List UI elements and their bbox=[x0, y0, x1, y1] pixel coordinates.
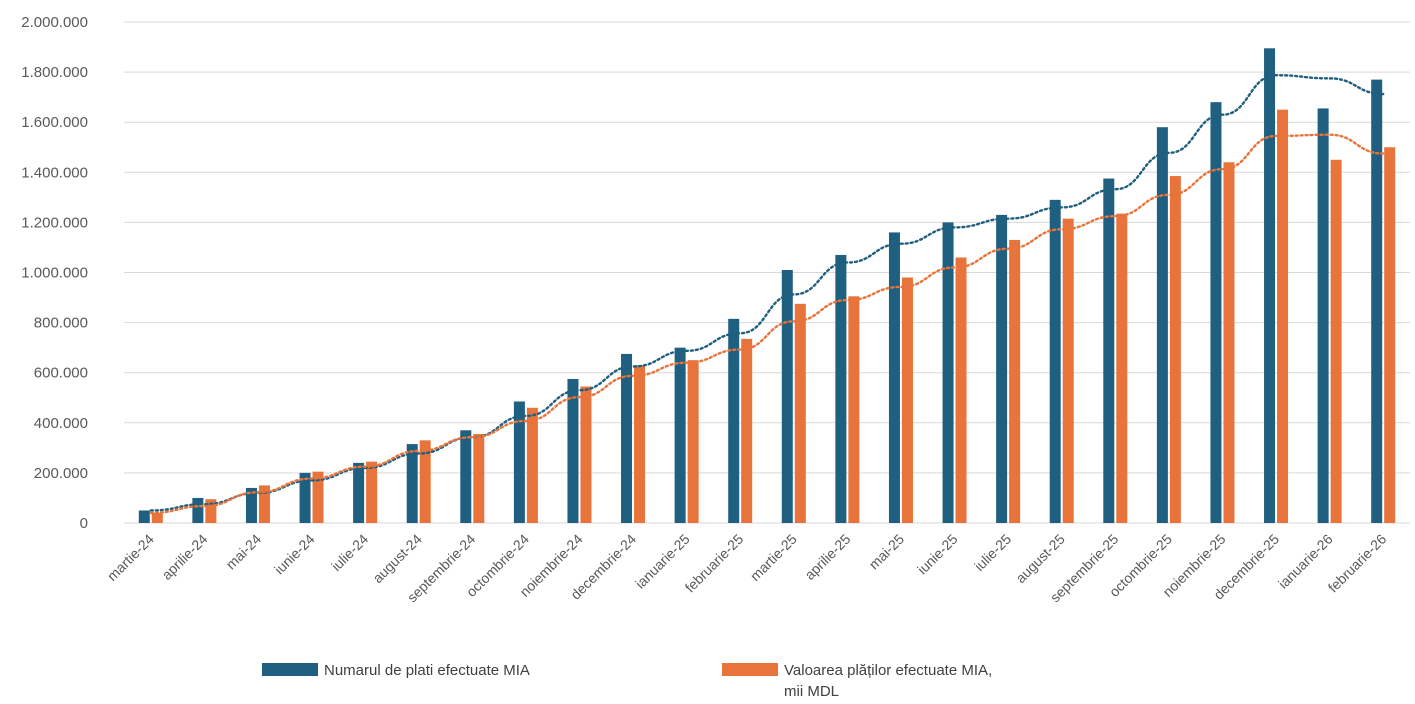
bar-numarul bbox=[299, 472, 311, 523]
bar-numarul bbox=[1264, 48, 1276, 524]
x-tick-label: iunie-24 bbox=[271, 531, 318, 578]
bar-numarul bbox=[1317, 108, 1329, 524]
bar-valoarea bbox=[687, 360, 699, 523]
x-tick-label: aprilie-25 bbox=[801, 531, 853, 583]
bar-valoarea bbox=[955, 257, 967, 523]
bar-numarul bbox=[1371, 79, 1383, 524]
bar-valoarea bbox=[258, 485, 270, 523]
bar-valoarea bbox=[580, 386, 592, 523]
bar-numarul bbox=[513, 401, 525, 523]
bar-valoarea bbox=[741, 338, 753, 523]
y-tick-label: 0 bbox=[80, 515, 88, 532]
bar-valoarea bbox=[205, 499, 217, 523]
bar-valoarea bbox=[634, 365, 646, 523]
bar-valoarea bbox=[794, 303, 806, 523]
bar-valoarea bbox=[848, 296, 860, 523]
bar-valoarea bbox=[1009, 239, 1021, 523]
x-tick-label: martie-24 bbox=[104, 531, 157, 584]
bar-numarul bbox=[996, 214, 1008, 523]
y-tick-label: 400.000 bbox=[34, 415, 88, 432]
x-tick-label: iunie-25 bbox=[914, 531, 961, 578]
x-tick-label: februarie-26 bbox=[1325, 531, 1390, 596]
bar-numarul bbox=[353, 462, 365, 523]
legend-label-valoarea: Valoarea plăților efectuate MIA, mii MDL bbox=[784, 662, 993, 700]
y-tick-label: 1.000.000 bbox=[21, 265, 88, 282]
bar-numarul bbox=[781, 269, 793, 523]
bar-valoarea bbox=[526, 407, 538, 523]
bar-valoarea bbox=[901, 277, 913, 523]
y-axis-ticks: 0 200.000 400.000 600.000 800.000 1.000.000 1.… bbox=[21, 14, 88, 532]
x-tick-label: iulie-24 bbox=[328, 531, 371, 574]
bar-numarul bbox=[1049, 199, 1061, 524]
bar-valoarea bbox=[151, 512, 163, 523]
y-tick-label: 800.000 bbox=[34, 315, 88, 332]
y-tick-label: 1.800.000 bbox=[21, 64, 88, 81]
trendline-valoarea bbox=[149, 133, 1385, 515]
bar-numarul bbox=[567, 378, 579, 523]
bar-valoarea bbox=[1169, 176, 1181, 523]
y-tick-label: 600.000 bbox=[34, 365, 88, 382]
bar-valoarea bbox=[366, 461, 378, 523]
x-tick-label: februarie-25 bbox=[682, 531, 747, 596]
x-tick-label: august-25 bbox=[1012, 531, 1067, 586]
bar-numarul bbox=[835, 254, 847, 523]
y-tick-label: 200.000 bbox=[34, 465, 88, 482]
bar-valoarea bbox=[1223, 162, 1235, 523]
legend-item-numarul: Numarul de plati efectuate MIA bbox=[262, 660, 530, 681]
bar-numarul bbox=[1156, 127, 1168, 524]
bar-numarul bbox=[1103, 178, 1115, 523]
bar-valoarea bbox=[1277, 109, 1289, 524]
legend-label-numarul: Numarul de plati efectuate MIA bbox=[324, 662, 530, 679]
x-axis-ticks: martie-24 aprilie-24 mai-24 iunie-24 iulie-2… bbox=[104, 531, 1390, 606]
bar-numarul bbox=[138, 510, 150, 523]
x-tick-label: martie-25 bbox=[747, 531, 800, 584]
bar-numarul bbox=[942, 222, 954, 523]
x-tick-label: aprilie-24 bbox=[158, 531, 210, 583]
bars bbox=[138, 48, 1396, 524]
x-tick-label: mai-25 bbox=[866, 531, 908, 573]
y-tick-label: 2.000.000 bbox=[21, 14, 88, 31]
gridlines bbox=[124, 21, 1410, 524]
y-tick-label: 1.400.000 bbox=[21, 164, 88, 181]
legend-swatch-valoarea bbox=[722, 663, 778, 676]
trendline-numarul bbox=[149, 74, 1385, 512]
bar-numarul bbox=[1210, 102, 1222, 523]
legend-item-valoarea: Valoarea plăților efectuate MIA, mii MDL bbox=[722, 660, 1064, 702]
legend-swatch-numarul bbox=[262, 663, 318, 676]
bar-numarul bbox=[406, 444, 418, 523]
bar-numarul bbox=[674, 347, 686, 523]
bar-valoarea bbox=[1330, 159, 1342, 523]
bar-valoarea bbox=[473, 434, 485, 523]
x-tick-label: iulie-25 bbox=[971, 531, 1014, 574]
bar-numarul bbox=[888, 232, 900, 524]
bar-valoarea bbox=[419, 440, 431, 523]
trendlines bbox=[149, 74, 1385, 515]
bar-numarul bbox=[245, 487, 257, 523]
bar-valoarea bbox=[312, 471, 324, 523]
bar-numarul bbox=[192, 497, 204, 523]
x-tick-label: august-24 bbox=[369, 531, 424, 586]
bar-valoarea bbox=[1384, 147, 1396, 523]
x-tick-label: mai-24 bbox=[223, 531, 265, 573]
bar-numarul bbox=[460, 430, 472, 523]
bar-numarul bbox=[728, 318, 740, 523]
bar-valoarea bbox=[1116, 213, 1128, 523]
y-tick-label: 1.200.000 bbox=[21, 214, 88, 231]
y-tick-label: 1.600.000 bbox=[21, 114, 88, 131]
bar-numarul bbox=[621, 353, 633, 523]
bar-valoarea bbox=[1062, 218, 1074, 523]
